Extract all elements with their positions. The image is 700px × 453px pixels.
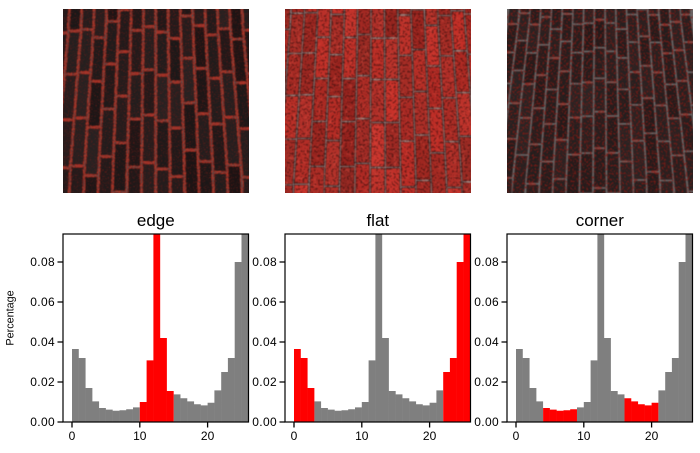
svg-text:Percentage: Percentage — [5, 290, 17, 345]
svg-text:10: 10 — [355, 429, 369, 443]
svg-text:0.06: 0.06 — [474, 295, 499, 309]
svg-text:corner: corner — [576, 211, 625, 230]
svg-text:flat: flat — [366, 211, 389, 230]
svg-text:0: 0 — [69, 429, 76, 443]
svg-text:0.02: 0.02 — [252, 375, 277, 389]
svg-text:0.02: 0.02 — [30, 375, 55, 389]
svg-text:0.00: 0.00 — [474, 415, 499, 429]
svg-text:0.04: 0.04 — [252, 335, 277, 349]
svg-text:0.00: 0.00 — [252, 415, 277, 429]
svg-text:0.02: 0.02 — [474, 375, 499, 389]
svg-text:0: 0 — [513, 429, 520, 443]
svg-text:20: 20 — [423, 429, 437, 443]
svg-text:10: 10 — [133, 429, 147, 443]
svg-text:0.08: 0.08 — [474, 255, 499, 269]
svg-text:0.08: 0.08 — [252, 255, 277, 269]
svg-text:0: 0 — [291, 429, 298, 443]
svg-text:0.08: 0.08 — [30, 255, 55, 269]
svg-text:0.06: 0.06 — [252, 295, 277, 309]
svg-text:20: 20 — [645, 429, 659, 443]
svg-text:0.00: 0.00 — [30, 415, 55, 429]
svg-text:0.06: 0.06 — [30, 295, 55, 309]
svg-text:10: 10 — [577, 429, 591, 443]
svg-text:0.04: 0.04 — [474, 335, 499, 349]
svg-text:20: 20 — [201, 429, 215, 443]
svg-text:0.04: 0.04 — [30, 335, 55, 349]
svg-text:edge: edge — [137, 211, 175, 230]
